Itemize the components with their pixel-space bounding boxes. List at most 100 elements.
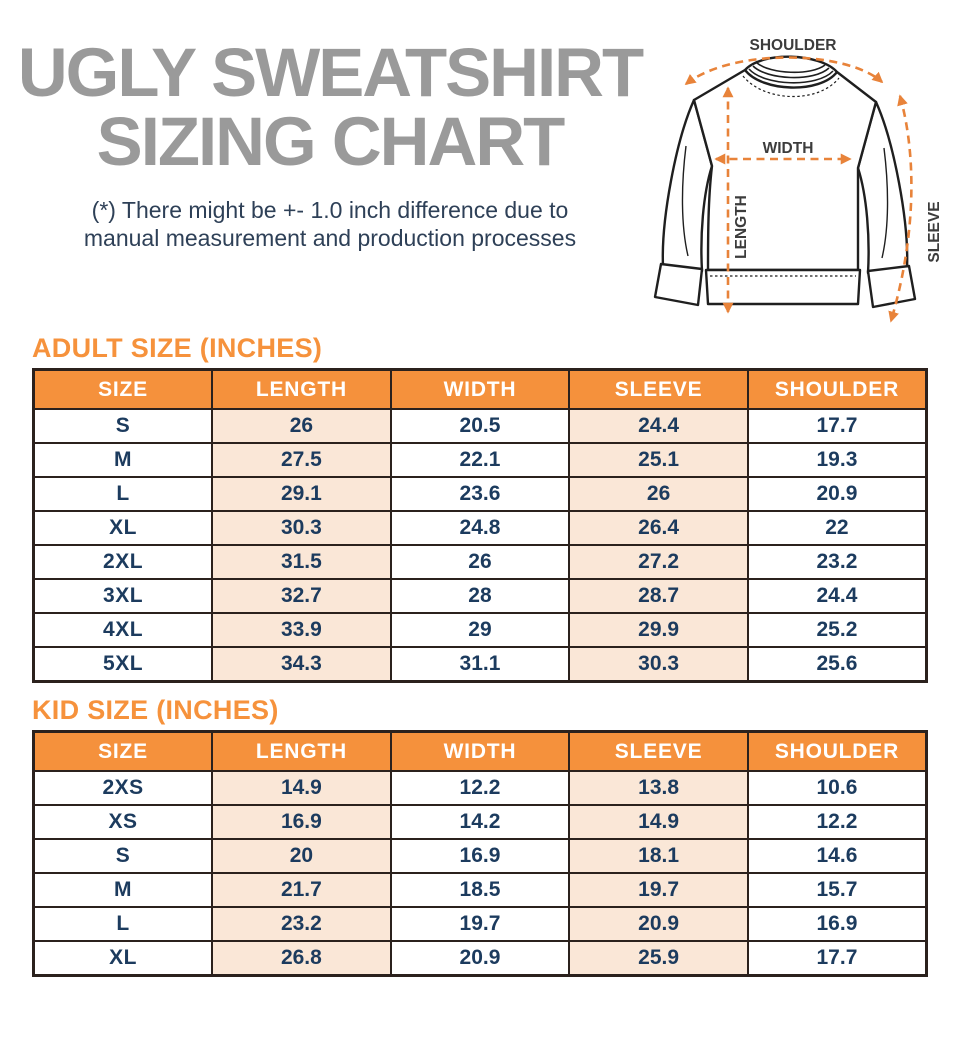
measurement-cell: 26: [568, 476, 749, 512]
sweatshirt-outline: [653, 55, 917, 309]
size-cell: M: [32, 442, 214, 478]
measurement-cell: 16.9: [746, 906, 928, 942]
length-label: LENGTH: [733, 195, 750, 259]
measurement-cell: 14.9: [211, 770, 392, 806]
measurement-cell: 24.4: [746, 578, 928, 614]
measurement-cell: 29: [389, 612, 571, 648]
measurement-cell: 20.5: [389, 408, 571, 444]
measurement-cell: 14.2: [389, 804, 571, 840]
size-cell: 4XL: [32, 612, 214, 648]
measurement-cell: 26.4: [568, 510, 749, 546]
measurement-cell: 29.1: [211, 476, 392, 512]
adult-size-section: ADULT SIZE (INCHES) SIZE LENGTH WIDTH SLEEV…: [32, 333, 928, 683]
right-cuff: [866, 264, 917, 309]
measurement-cell: 20.9: [389, 940, 571, 977]
size-cell: XL: [32, 510, 214, 546]
table-row: 2XL 31.5 26 27.2 23.2: [32, 544, 928, 580]
page-title: UGLY SWEATSHIRT SIZING CHART: [0, 38, 660, 176]
measurement-cell: 25.1: [568, 442, 749, 478]
shoulder-label: SHOULDER: [750, 37, 837, 54]
measurement-cell: 23.2: [211, 906, 392, 942]
table-row: XS 16.9 14.2 14.9 12.2: [32, 804, 928, 840]
title-line-1: UGLY SWEATSHIRT: [17, 34, 644, 111]
measurement-cell: 19.7: [568, 872, 749, 908]
measurement-cell: 17.7: [746, 940, 928, 977]
measurement-cell: 20.9: [568, 906, 749, 942]
measurement-cell: 23.2: [746, 544, 928, 580]
measurement-cell: 23.6: [389, 476, 571, 512]
col-header-shoulder: SHOULDER: [746, 730, 928, 772]
table-row: XL 30.3 24.8 26.4 22: [32, 510, 928, 546]
table-row: 2XS 14.9 12.2 13.8 10.6: [32, 770, 928, 806]
measurement-cell: 20.9: [746, 476, 928, 512]
measurement-cell: 33.9: [211, 612, 392, 648]
size-cell: L: [32, 476, 214, 512]
adult-size-table: SIZE LENGTH WIDTH SLEEVE SHOULDER S 26 20.5 24.4…: [32, 368, 928, 683]
left-cuff: [653, 262, 704, 307]
measurement-cell: 13.8: [568, 770, 749, 806]
size-cell: XS: [32, 804, 214, 840]
table-row: 3XL 32.7 28 28.7 24.4: [32, 578, 928, 614]
measurement-cell: 30.3: [211, 510, 392, 546]
measurement-cell: 25.6: [746, 646, 928, 683]
sweatshirt-body: [692, 68, 878, 272]
measurement-cell: 25.2: [746, 612, 928, 648]
col-header-width: WIDTH: [389, 368, 571, 410]
measurement-cell: 27.2: [568, 544, 749, 580]
measurement-cell: 16.9: [389, 838, 571, 874]
table-row: S 20 16.9 18.1 14.6: [32, 838, 928, 874]
measurement-cell: 29.9: [568, 612, 749, 648]
note-line-2: manual measurement and production proces…: [83, 225, 577, 251]
measurement-cell: 34.3: [211, 646, 392, 683]
measurement-cell: 30.3: [568, 646, 749, 683]
sweatshirt-measurement-diagram: SHOULDER WIDTH LENGTH SLEEVE: [653, 37, 943, 323]
table-row: 5XL 34.3 31.1 30.3 25.6: [32, 646, 928, 683]
kid-size-heading: KID SIZE (INCHES): [32, 695, 279, 725]
table-row: L 29.1 23.6 26 20.9: [32, 476, 928, 512]
table-row: L 23.2 19.7 20.9 16.9: [32, 906, 928, 942]
measurement-cell: 10.6: [746, 770, 928, 806]
measurement-cell: 14.9: [568, 804, 749, 840]
sleeve-label: SLEEVE: [926, 201, 943, 262]
measurement-cell: 12.2: [389, 770, 571, 806]
col-header-sleeve: SLEEVE: [568, 368, 749, 410]
measurement-cell: 22.1: [389, 442, 571, 478]
measurement-cell: 24.4: [568, 408, 749, 444]
measurement-cell: 16.9: [211, 804, 392, 840]
kid-size-section: KID SIZE (INCHES) SIZE LENGTH WIDTH SLEEVE S…: [32, 695, 928, 977]
hem-band: [704, 268, 862, 306]
measurement-arrows: [684, 56, 913, 323]
table-row: S 26 20.5 24.4 17.7: [32, 408, 928, 444]
col-header-size: SIZE: [32, 730, 214, 772]
col-header-length: LENGTH: [211, 730, 392, 772]
measurement-cell: 28.7: [568, 578, 749, 614]
measurement-cell: 18.5: [389, 872, 571, 908]
table-row: 4XL 33.9 29 29.9 25.2: [32, 612, 928, 648]
measurement-cell: 31.5: [211, 544, 392, 580]
measurement-cell: 12.2: [746, 804, 928, 840]
size-cell: 2XL: [32, 544, 214, 580]
measurement-cell: 21.7: [211, 872, 392, 908]
size-cell: 2XS: [32, 770, 214, 806]
measurement-cell: 26.8: [211, 940, 392, 977]
size-cell: S: [32, 408, 214, 444]
diagram-labels: SHOULDER WIDTH LENGTH SLEEVE: [733, 37, 943, 263]
measurement-cell: 19.3: [746, 442, 928, 478]
header-row: SIZE LENGTH WIDTH SLEEVE SHOULDER: [32, 368, 928, 410]
size-cell: S: [32, 838, 214, 874]
measurement-cell: 19.7: [389, 906, 571, 942]
table-row: M 21.7 18.5 19.7 15.7: [32, 872, 928, 908]
measurement-cell: 32.7: [211, 578, 392, 614]
right-sleeve-fold: [881, 147, 889, 259]
kid-size-table: SIZE LENGTH WIDTH SLEEVE SHOULDER 2XS 14.9 12.2…: [32, 730, 928, 977]
table-row: XL 26.8 20.9 25.9 17.7: [32, 940, 928, 977]
measurement-cell: 18.1: [568, 838, 749, 874]
measurement-cell: 25.9: [568, 940, 749, 977]
width-label: WIDTH: [763, 140, 814, 157]
header-section: UGLY SWEATSHIRT SIZING CHART (*) There m…: [0, 0, 960, 333]
col-header-sleeve: SLEEVE: [568, 730, 749, 772]
size-cell: L: [32, 906, 214, 942]
adult-size-heading: ADULT SIZE (INCHES): [32, 333, 323, 363]
col-header-length: LENGTH: [211, 368, 392, 410]
measurement-cell: 26: [389, 544, 571, 580]
